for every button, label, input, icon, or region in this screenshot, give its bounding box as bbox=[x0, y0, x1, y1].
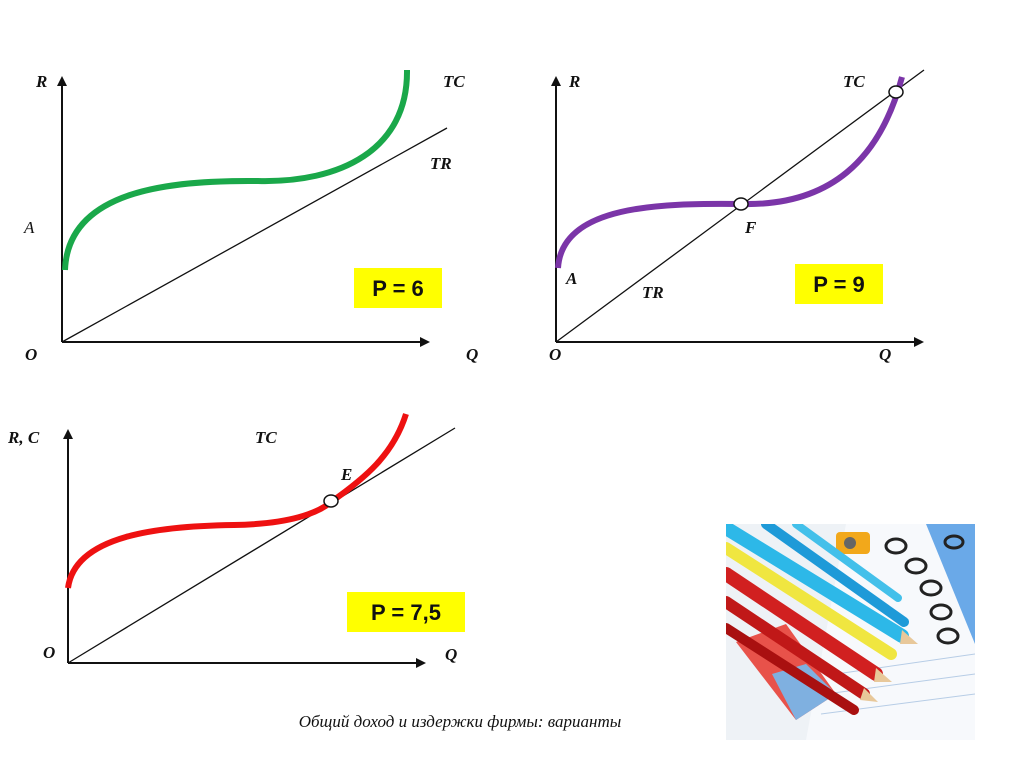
origin-label: O bbox=[25, 345, 37, 364]
tr-label: TR bbox=[430, 154, 452, 173]
intersection-e-marker bbox=[323, 494, 339, 508]
panel-price-6: R Q O TC TR A P = 6 bbox=[23, 69, 478, 364]
point-f-label: F bbox=[744, 218, 757, 237]
tc-label: TC bbox=[255, 428, 277, 447]
tc-label: TC bbox=[843, 72, 865, 91]
price-box bbox=[347, 592, 465, 632]
panel-price-7-5: R, C Q O TC E P = 7,5 bbox=[7, 413, 465, 668]
tc-curve bbox=[65, 413, 409, 589]
origin-label: O bbox=[549, 345, 561, 364]
x-axis-label: Q bbox=[466, 345, 478, 364]
intersection-f-marker bbox=[733, 197, 749, 211]
price-box bbox=[354, 268, 442, 308]
point-e-label: E bbox=[340, 465, 352, 484]
price-label: P = 9 bbox=[813, 272, 865, 297]
y-axis-label: R bbox=[568, 72, 580, 91]
point-a-label: A bbox=[565, 269, 577, 288]
y-axis-label: R bbox=[35, 72, 47, 91]
tr-line bbox=[61, 127, 448, 343]
tc-curve bbox=[62, 69, 411, 271]
y-axis-label: R, C bbox=[7, 428, 40, 447]
price-label: P = 6 bbox=[372, 276, 424, 301]
slide-caption: Общий доход и издержки фирмы: варианты bbox=[298, 712, 622, 731]
tr-label: TR bbox=[642, 283, 664, 302]
x-axis-label: Q bbox=[445, 645, 457, 664]
tc-label: TC bbox=[443, 72, 465, 91]
origin-label: O bbox=[43, 643, 55, 662]
price-label: P = 7,5 bbox=[371, 600, 441, 625]
panel-price-9: R Q O TC TR A F P = 9 bbox=[549, 69, 925, 364]
tc-curve bbox=[555, 76, 905, 269]
point-a-label: A bbox=[23, 218, 35, 237]
price-box bbox=[795, 264, 883, 304]
x-axis-label: Q bbox=[879, 345, 891, 364]
pencils-notebook-image bbox=[726, 524, 975, 740]
intersection-top-marker bbox=[888, 85, 904, 99]
tr-line bbox=[67, 427, 456, 664]
